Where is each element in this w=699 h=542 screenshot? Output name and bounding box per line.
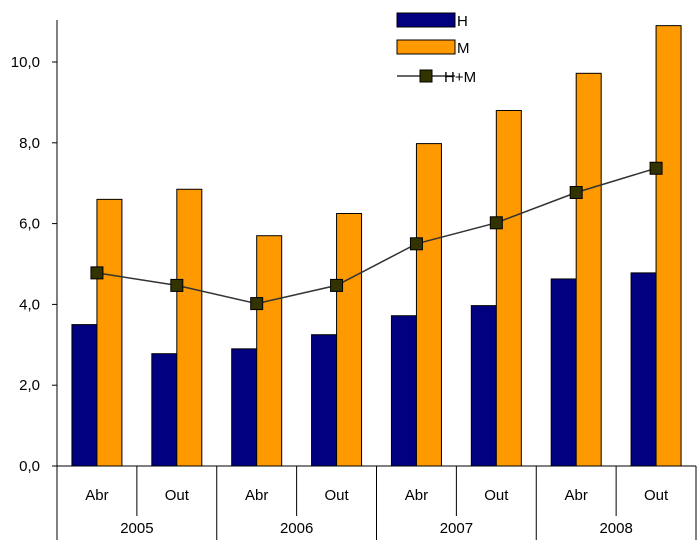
x-tick-label-period: Abr	[85, 487, 108, 504]
x-tick-label-year: 2006	[280, 520, 313, 537]
marker-hm	[90, 266, 104, 280]
bar-h	[550, 278, 577, 467]
bar-m	[415, 143, 442, 467]
y-tick-label: 2,0	[19, 377, 40, 394]
bar-h	[151, 353, 178, 467]
x-tick-label-year: 2005	[120, 520, 153, 537]
marker-hm	[649, 161, 663, 175]
legend-label-m: M	[457, 40, 470, 57]
x-tick-label-period: Out	[484, 487, 509, 504]
bar-h	[470, 305, 497, 467]
legend-swatch-h	[396, 12, 456, 28]
bar-m	[256, 235, 283, 467]
bar-m	[176, 188, 203, 467]
chart-legend: H M H+M	[396, 12, 476, 86]
bar-m	[336, 213, 363, 467]
bar-m	[575, 72, 602, 467]
bar-h	[630, 272, 657, 467]
bar-h	[231, 348, 258, 467]
x-tick-label-period: Abr	[565, 487, 588, 504]
marker-hm	[569, 185, 583, 199]
bar-h	[71, 324, 98, 467]
bar-h	[311, 334, 338, 467]
x-tick-label-period: Abr	[405, 487, 428, 504]
y-tick-label: 6,0	[19, 216, 40, 233]
bar-m	[655, 25, 682, 467]
marker-hm	[489, 216, 503, 230]
x-tick-label-period: Out	[165, 487, 190, 504]
chart-line	[90, 161, 663, 311]
bar-m	[96, 198, 123, 467]
bar-h	[390, 315, 417, 467]
y-tick-label: 0,0	[19, 458, 40, 475]
y-tick-label: 4,0	[19, 296, 40, 313]
legend-label-h: H	[457, 13, 468, 30]
x-tick-label-period: Out	[644, 487, 669, 504]
bar-m	[495, 109, 522, 467]
legend-swatch-m	[396, 39, 456, 55]
x-tick-label-period: Out	[324, 487, 349, 504]
marker-hm	[170, 278, 184, 292]
legend-marker-hm	[419, 69, 433, 83]
chart-tick-labels: 0,0 2,0 4,0 6,0 8,0 10,0 Abr Out Abr Out Abr Out Abr…	[11, 54, 669, 537]
marker-hm	[409, 237, 423, 251]
x-tick-label-year: 2008	[599, 520, 632, 537]
y-tick-label: 8,0	[19, 135, 40, 152]
marker-hm	[250, 297, 264, 311]
line-hm	[96, 167, 657, 305]
y-tick-label: 10,0	[11, 54, 40, 71]
x-tick-label-period: Abr	[245, 487, 268, 504]
x-tick-label-year: 2007	[440, 520, 473, 537]
marker-hm	[330, 278, 344, 292]
legend-label-hm: H+M	[444, 69, 476, 86]
chart-bars	[71, 25, 682, 467]
